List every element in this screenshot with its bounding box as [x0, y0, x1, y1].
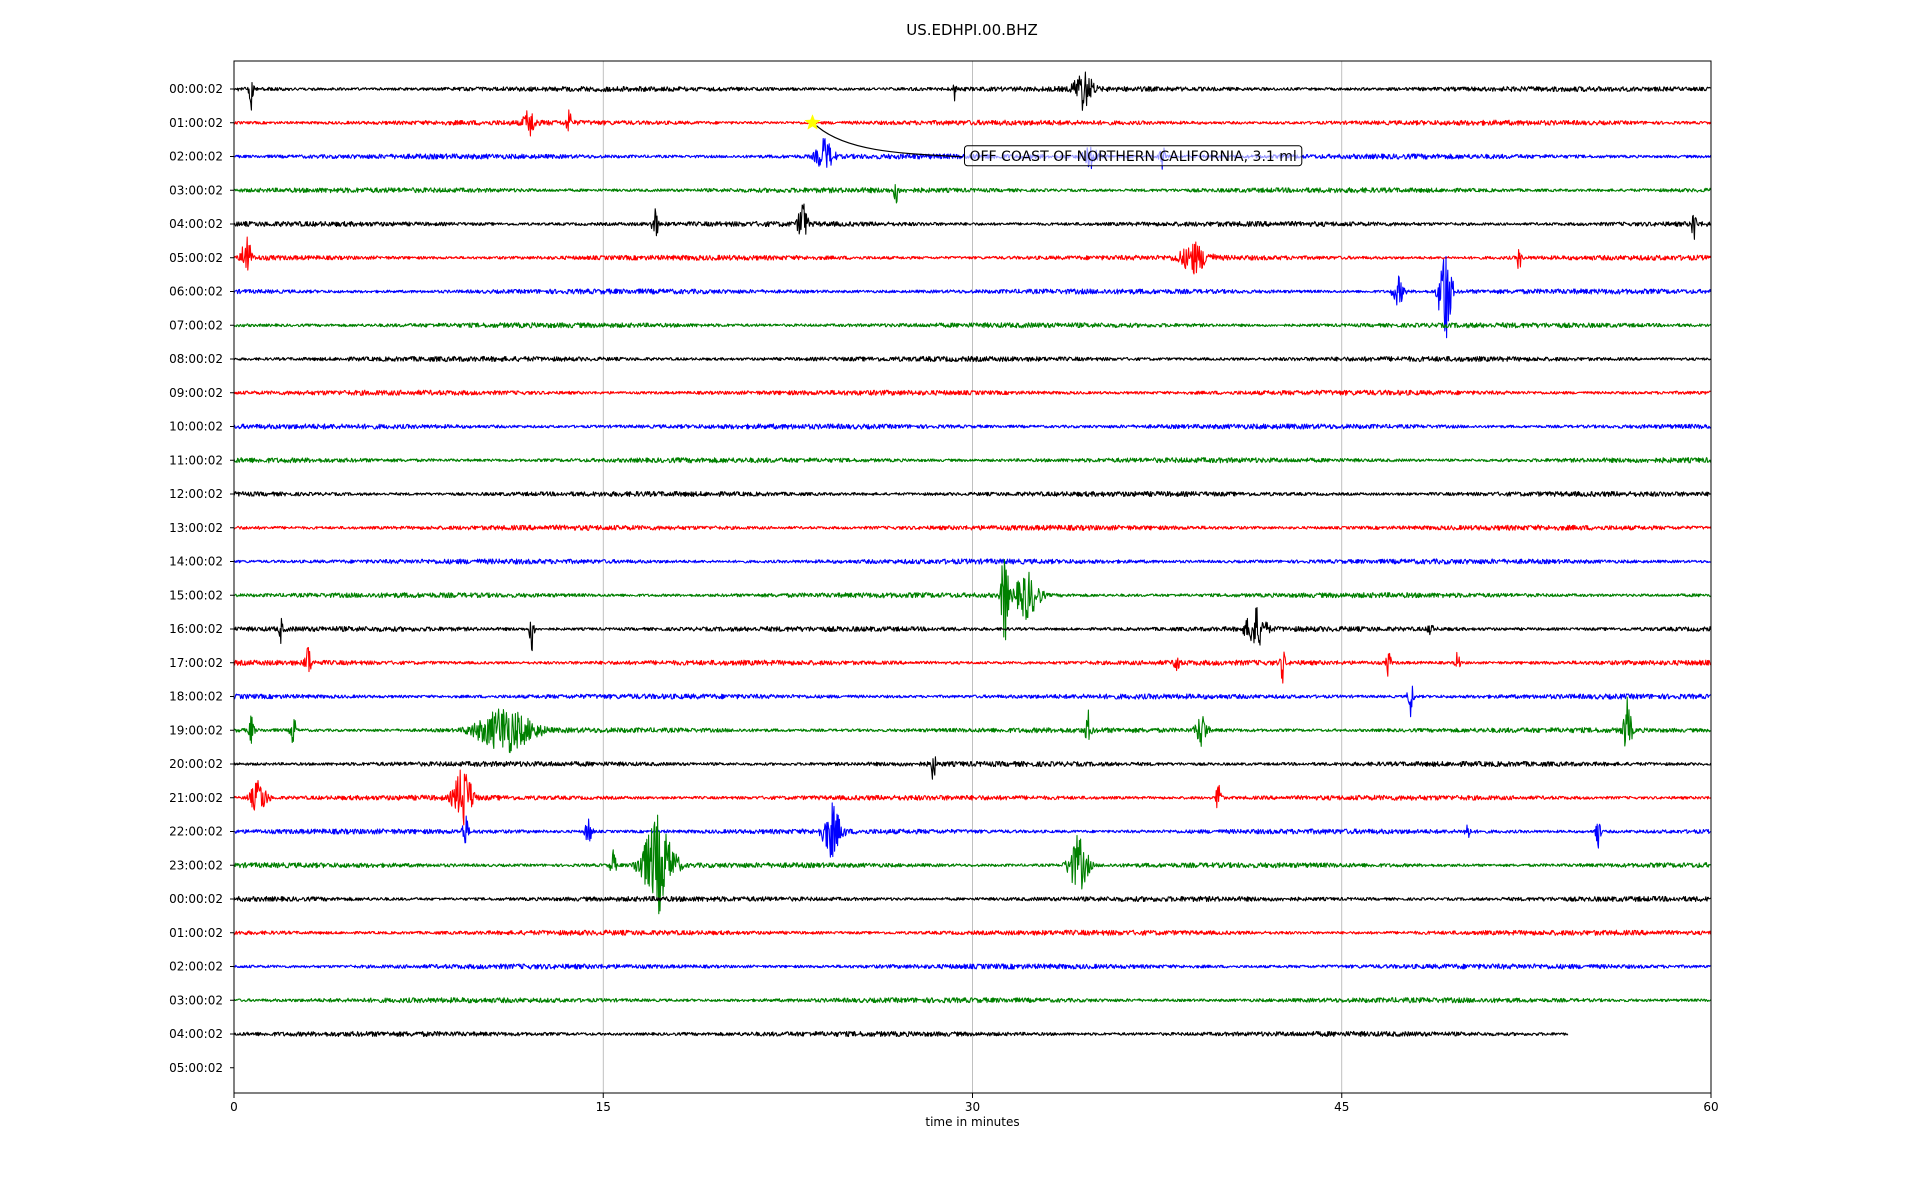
row-label: 02:00:02	[169, 150, 223, 164]
annotation-label: OFF COAST OF NORTHERN CALIFORNIA, 3.1 ml	[969, 149, 1296, 165]
trace-row-7	[233, 322, 1712, 329]
row-label: 23:00:02	[169, 858, 223, 872]
row-label: 06:00:02	[169, 285, 223, 299]
trace-row-12	[233, 490, 1711, 498]
row-label: 07:00:02	[169, 318, 223, 332]
trace-row-22	[234, 802, 1711, 858]
x-axis-ticks: 0 15 30 45 60	[230, 1093, 1719, 1114]
x-tick-label: 30	[965, 1100, 980, 1114]
x-axis-label: time in minutes	[925, 1115, 1019, 1129]
row-label: 08:00:02	[169, 352, 223, 366]
trace-row-25	[233, 929, 1712, 936]
row-label: 22:00:02	[169, 825, 223, 839]
row-label: 16:00:02	[169, 622, 223, 636]
trace-row-24	[233, 895, 1711, 903]
row-label: 09:00:02	[169, 386, 223, 400]
row-label: 13:00:02	[169, 521, 223, 535]
trace-row-8	[233, 355, 1712, 363]
seismic-traces	[233, 71, 1712, 1038]
row-label: 03:00:02	[169, 183, 223, 197]
row-label: 11:00:02	[169, 453, 223, 467]
trace-row-27	[233, 997, 1712, 1004]
row-label: 05:00:02	[169, 251, 223, 265]
trace-row-15	[233, 559, 1712, 641]
row-label: 03:00:02	[169, 993, 223, 1007]
trace-row-17	[233, 647, 1712, 684]
x-tick-label: 15	[596, 1100, 611, 1114]
row-label: 00:00:02	[169, 82, 223, 96]
trace-row-4	[234, 203, 1712, 240]
trace-row-14	[233, 558, 1711, 565]
row-label: 17:00:02	[169, 656, 223, 670]
gridlines	[602, 61, 1343, 1093]
row-label: 21:00:02	[169, 791, 223, 805]
row-label: 01:00:02	[169, 926, 223, 940]
row-label: 05:00:02	[169, 1061, 223, 1075]
row-label: 18:00:02	[169, 690, 223, 704]
trace-row-20	[233, 756, 1712, 780]
row-label: 01:00:02	[169, 116, 223, 130]
trace-row-28	[233, 1030, 1569, 1038]
event-annotation: OFF COAST OF NORTHERN CALIFORNIA, 3.1 ml	[804, 114, 1303, 167]
row-label: 04:00:02	[169, 217, 223, 231]
trace-row-21	[233, 769, 1711, 826]
trace-row-23	[233, 814, 1711, 915]
row-label: 19:00:02	[169, 723, 223, 737]
trace-row-18	[233, 685, 1711, 718]
trace-row-9	[233, 389, 1711, 396]
row-label: 02:00:02	[169, 960, 223, 974]
row-label: 14:00:02	[169, 555, 223, 569]
x-tick-label: 0	[230, 1100, 238, 1114]
annotation-box	[963, 145, 1303, 167]
row-labels: 00:00:02 01:00:02 02:00:02 03:00:02 04:00:02…	[169, 82, 234, 1075]
x-tick-label: 45	[1334, 1100, 1349, 1114]
trace-row-11	[233, 457, 1712, 464]
row-label: 04:00:02	[169, 1027, 223, 1041]
trace-row-5	[233, 236, 1712, 275]
trace-row-0	[233, 71, 1711, 111]
row-label: 15:00:02	[169, 588, 223, 602]
trace-row-6	[233, 256, 1712, 339]
trace-row-16	[233, 607, 1712, 652]
row-label: 12:00:02	[169, 487, 223, 501]
trace-row-13	[233, 524, 1712, 531]
row-label: 20:00:02	[169, 757, 223, 771]
trace-row-1	[233, 109, 1712, 137]
row-label: 10:00:02	[169, 420, 223, 434]
trace-row-19	[233, 696, 1711, 754]
chart-title: US.EDHPI.00.BHZ	[906, 21, 1038, 39]
trace-row-26	[233, 963, 1711, 970]
row-label: 00:00:02	[169, 892, 223, 906]
trace-row-3	[233, 184, 1712, 204]
plot-frame	[233, 60, 1712, 1094]
x-tick-label: 60	[1703, 1100, 1718, 1114]
annotation-leader-line	[816, 125, 963, 158]
trace-row-10	[233, 423, 1712, 430]
event-star-marker	[804, 114, 821, 130]
